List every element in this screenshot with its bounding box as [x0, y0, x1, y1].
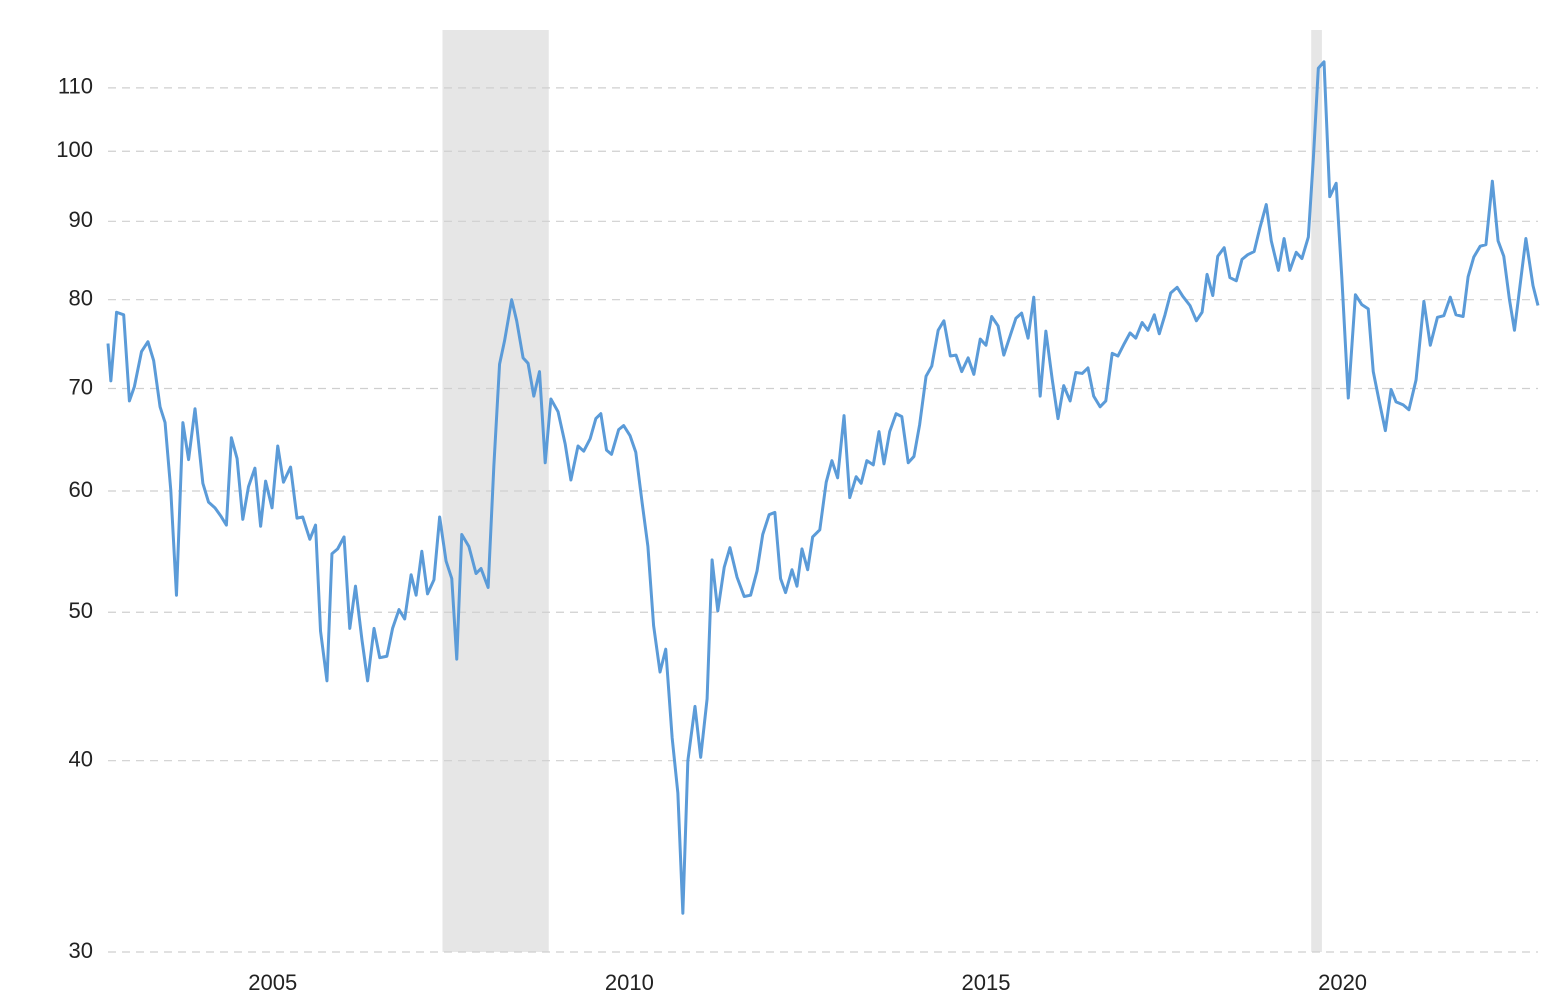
x-tick-label: 2005	[248, 970, 297, 995]
y-tick-label: 60	[69, 477, 93, 502]
y-tick-label: 70	[69, 374, 93, 399]
x-tick-label: 2020	[1318, 970, 1367, 995]
x-tick-label: 2015	[961, 970, 1010, 995]
y-tick-label: 80	[69, 285, 93, 310]
data-line	[106, 60, 1540, 915]
y-tick-label: 90	[69, 207, 93, 232]
y-tick-label: 110	[58, 74, 93, 99]
y-tick-label: 100	[56, 137, 93, 162]
x-tick-label: 2010	[605, 970, 654, 995]
y-tick-label: 30	[69, 938, 93, 963]
y-tick-label: 40	[69, 746, 93, 771]
y-tick-label: 50	[69, 598, 93, 623]
